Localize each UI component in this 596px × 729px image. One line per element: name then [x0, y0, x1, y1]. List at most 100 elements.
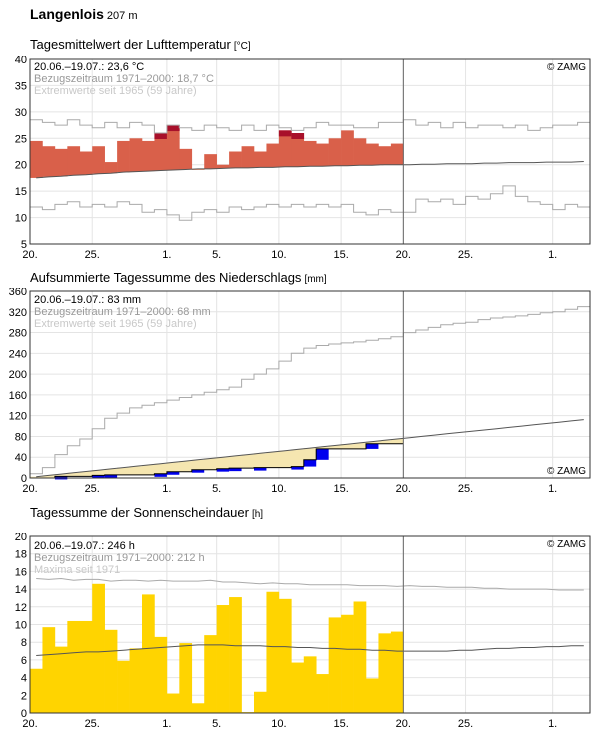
sunshine-bar	[216, 605, 230, 713]
precipitation-deficit-block	[303, 448, 317, 460]
precipitation-daily-bar	[216, 468, 230, 472]
precipitation-title-text: Aufsummierte Tagessumme des Niederschlag…	[30, 270, 302, 285]
temperature-below-normal-block	[191, 168, 205, 170]
precipitation-deficit-block	[266, 452, 280, 468]
precipitation-daily-bar	[104, 474, 118, 478]
temperature-above-normal-block	[353, 138, 367, 166]
y-tick-label: 0	[21, 708, 27, 720]
x-tick-label: 5.	[212, 483, 221, 492]
sunshine-bar	[278, 598, 292, 713]
sunshine-bar	[117, 660, 130, 713]
y-tick-label: 18	[15, 549, 27, 561]
temperature-above-normal-block	[67, 146, 81, 176]
precipitation-deficit-block	[291, 449, 305, 467]
station-name: Langenlois 207 m	[30, 6, 137, 22]
sunshine-bar	[390, 631, 404, 713]
temperature-above-normal-block	[30, 140, 43, 178]
info-line: Bezugszeitraum 1971–2000: 68 mm	[34, 306, 211, 318]
precipitation-deficit-block	[117, 467, 130, 475]
info-line: Extremwerte seit 1965 (59 Jahre)	[34, 318, 197, 330]
sunshine-bar	[341, 614, 354, 713]
sunshine-bar	[67, 620, 81, 713]
precipitation-unit: [mm]	[304, 274, 327, 285]
x-tick-label: 10.	[271, 483, 286, 492]
grid	[29, 290, 590, 479]
precipitation-deficit-block	[54, 474, 68, 477]
precipitation-deficit-block	[154, 463, 168, 474]
precipitation-deficit-block	[241, 454, 255, 469]
plot-frame	[29, 58, 591, 245]
temperature-record-block	[154, 133, 168, 139]
sunshine-panel-title: Tagessumme der Sonnenscheindauer [h]	[30, 505, 263, 520]
temperature-reference-line	[36, 161, 584, 179]
y-tick-label: 8	[21, 637, 27, 649]
info-line: Bezugszeitraum 1971–2000: 212 h	[34, 552, 205, 564]
sunshine-bar	[191, 703, 205, 713]
y-tick-label: 10	[15, 213, 27, 225]
temperature-above-normal-block	[129, 138, 143, 172]
sunshine-bar	[129, 648, 143, 713]
precipitation-chart: 0 40 80 120 160 200 240 280 320 360 20. 25. 1. 5. 10. 1…	[9, 288, 591, 492]
temperature-above-normal-block	[216, 164, 230, 169]
y-tick-label: 200	[9, 369, 27, 381]
info-line: Maxima seit 1971	[34, 564, 120, 576]
y-tick-label: 4	[21, 673, 27, 685]
x-tick-label: 25.	[458, 483, 473, 492]
sunshine-bar	[254, 691, 267, 713]
x-tick-label: 10.	[271, 718, 286, 729]
sunshine-max-line	[36, 577, 584, 591]
sunshine-title-text: Tagessumme der Sonnenscheindauer	[30, 505, 249, 520]
temperature-above-normal-block	[303, 140, 317, 167]
precipitation-deficit-block	[191, 459, 205, 470]
x-tick-label: 20.	[396, 249, 411, 261]
precipitation-deficit-block	[353, 442, 367, 449]
temperature-above-normal-block	[390, 143, 404, 165]
temperature-above-normal-block	[42, 146, 56, 177]
precipitation-deficit-block	[328, 445, 342, 449]
temperature-record-block	[291, 133, 305, 139]
temperature-day-blocks	[30, 125, 404, 178]
y-tick-label: 20	[15, 533, 27, 543]
y-tick-label: 120	[9, 411, 27, 423]
temperature-above-normal-block	[154, 133, 168, 171]
y-tick-label: 240	[9, 348, 27, 360]
temperature-above-normal-block	[266, 143, 280, 168]
sunshine-bar	[204, 635, 217, 713]
precipitation-daily-bar	[92, 475, 105, 479]
precipitation-deficit-block	[166, 462, 180, 472]
precipitation-deficit-block	[92, 470, 105, 476]
y-tick-label: 10	[15, 620, 27, 632]
precipitation-daily-bar	[316, 448, 329, 460]
info-line: 20.06.–19.07.: 83 mm	[34, 294, 141, 306]
x-tick-label: 5.	[212, 249, 221, 261]
precipitation-deficit-block	[390, 439, 404, 444]
sunshine-bar	[266, 591, 280, 713]
temperature-above-normal-block	[79, 151, 93, 175]
x-tick-label: 1.	[548, 249, 557, 261]
precipitation-difference-fill	[30, 439, 404, 478]
precipitation-daily-bar	[291, 466, 304, 470]
temperature-record-block	[166, 125, 180, 132]
x-tick-label: 25.	[458, 718, 473, 729]
y-tick-label: 15	[15, 186, 27, 198]
y-tick-label: 0	[21, 473, 27, 485]
y-tick-label: 320	[9, 307, 27, 319]
sunshine-bar	[79, 620, 93, 713]
plot-frame	[29, 535, 591, 714]
precipitation-deficit-block	[216, 457, 230, 469]
precipitation-cumulative-line	[30, 443, 404, 479]
x-tick-label: 15.	[333, 249, 348, 261]
x-tick-label: 20.	[22, 249, 37, 261]
precipitation-deficit-block	[129, 466, 143, 475]
x-tick-label: 25.	[85, 483, 100, 492]
temperature-above-normal-block	[229, 151, 242, 168]
station-name-text: Langenlois	[30, 6, 104, 22]
precipitation-daily-bar	[229, 468, 242, 472]
temperature-above-normal-block	[204, 154, 217, 169]
temperature-above-normal-block	[378, 146, 392, 165]
temperature-above-normal-block	[366, 143, 379, 166]
sunshine-bar	[30, 668, 43, 713]
temperature-chart: 5 10 15 20 25 30 35 40 20. 25. 1. 5. 10. 15. 20. 25. 1. 2…	[15, 56, 591, 261]
sunshine-bar	[303, 656, 317, 713]
info-line: Bezugszeitraum 1971–2000: 18,7 °C	[34, 73, 214, 85]
